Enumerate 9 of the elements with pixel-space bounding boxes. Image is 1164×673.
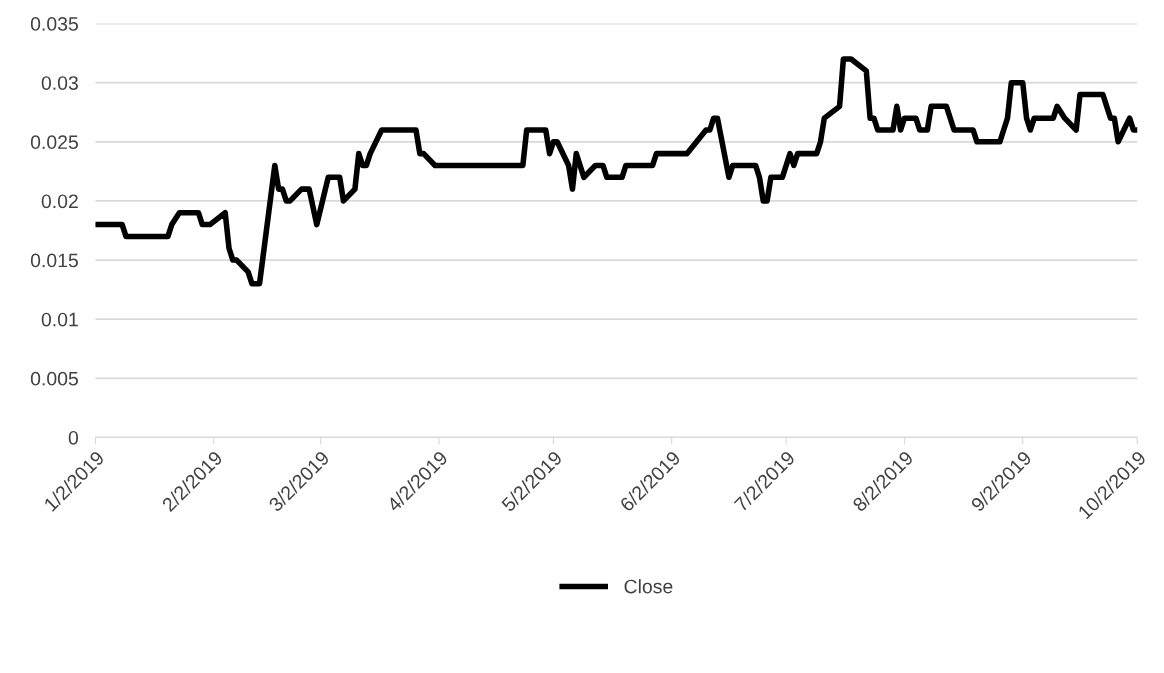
y-tick-label: 0.01 xyxy=(41,312,78,327)
y-tick-label: 0.03 xyxy=(41,76,78,90)
y-tick-label: 0.005 xyxy=(30,371,78,386)
y-tick-label: 0.035 xyxy=(30,17,78,31)
y-tick-label: 0.015 xyxy=(30,253,78,268)
y-tick-label: 0.02 xyxy=(41,194,78,209)
y-tick-label: 0.025 xyxy=(30,135,78,150)
y-tick-label: 0 xyxy=(68,430,79,445)
legend-label: Close xyxy=(624,579,673,594)
